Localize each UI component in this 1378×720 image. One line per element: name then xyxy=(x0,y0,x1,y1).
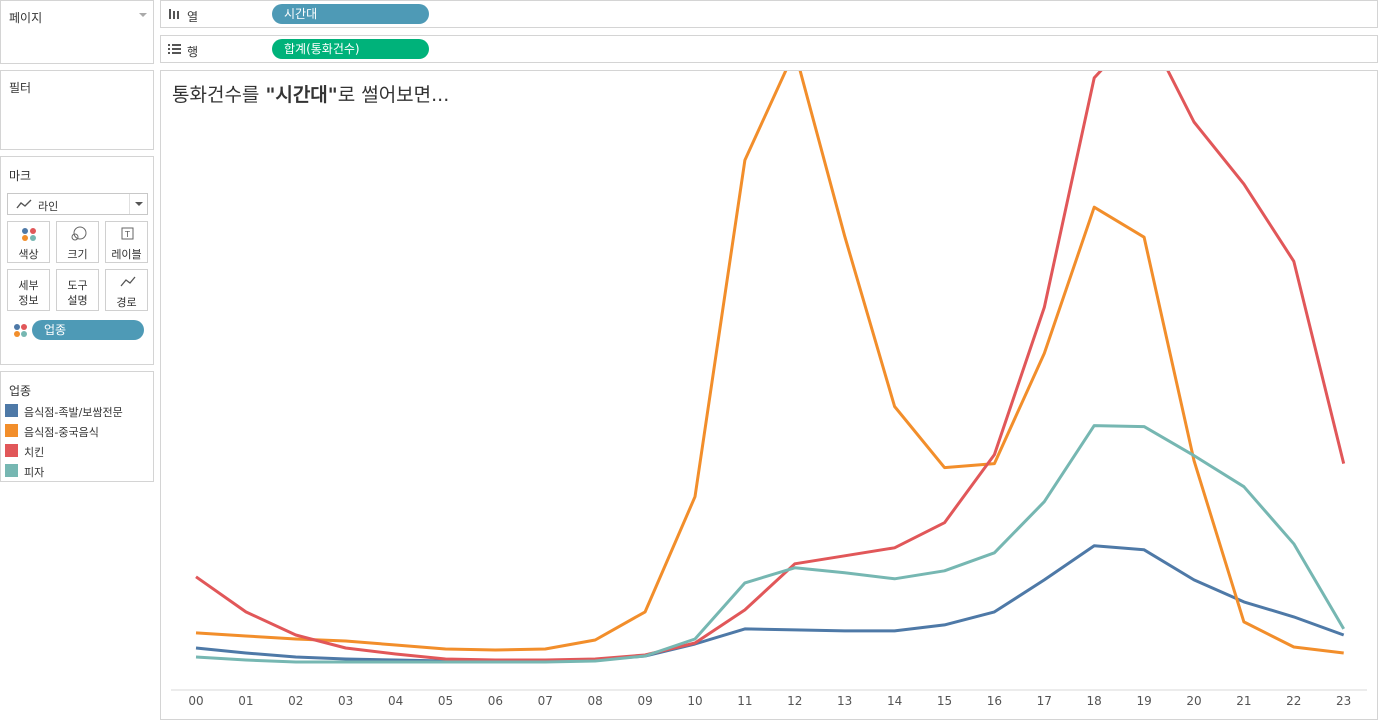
x-tick-label: 02 xyxy=(288,694,303,708)
legend-swatch xyxy=(5,404,18,417)
rows-shelf-label: 행 xyxy=(187,45,199,59)
text-label-icon: T xyxy=(121,227,134,240)
legend-label: 치킨 xyxy=(24,446,45,459)
columns-shelf-label: 열 xyxy=(187,10,199,24)
pages-card[interactable]: 페이지 xyxy=(0,0,154,64)
label-button-label: 레이블 xyxy=(111,248,142,261)
view-title-bold: "시간대" xyxy=(265,84,338,106)
x-tick-label: 22 xyxy=(1286,694,1301,708)
x-tick-label: 03 xyxy=(338,694,353,708)
view-title-prefix: 통화건수를 xyxy=(172,84,266,106)
x-tick-label: 09 xyxy=(637,694,652,708)
detail-button-label: 세부 정보 xyxy=(8,278,49,308)
size-button-label: 크기 xyxy=(67,248,88,261)
x-tick-label: 19 xyxy=(1136,694,1151,708)
columns-shelf[interactable]: 열 시간대 xyxy=(160,0,1378,28)
tooltip-label-line2: 설명 xyxy=(67,294,88,307)
pages-title: 페이지 xyxy=(9,11,43,25)
color-button-label: 색상 xyxy=(18,248,39,261)
viz-view: 통화건수를 "시간대"로 썰어보면... 00 01 02 03 04 05 06 07 08 0… xyxy=(160,70,1378,720)
filters-card[interactable]: 필터 xyxy=(0,70,154,150)
marks-card: 마크 라인 색상 크기 T 레이블 세부 정보 xyxy=(0,156,154,365)
columns-pill[interactable]: 시간대 xyxy=(272,4,429,24)
filters-title: 필터 xyxy=(9,81,32,95)
x-tick-label: 16 xyxy=(987,694,1002,708)
detail-button[interactable]: 세부 정보 xyxy=(7,269,50,311)
columns-icon xyxy=(169,9,179,19)
detail-label-line2: 정보 xyxy=(18,294,39,307)
legend-label: 음식점-족발/보쌈전문 xyxy=(24,406,123,419)
detail-label-line1: 세부 xyxy=(18,279,39,292)
legend-title: 업종 xyxy=(9,384,32,398)
path-button[interactable]: 경로 xyxy=(105,269,148,311)
series-line[interactable] xyxy=(195,71,1346,662)
line-chart[interactable]: 00 01 02 03 04 05 06 07 08 09 10 11 12 13 14 15 16 17 18 19… xyxy=(161,71,1377,719)
rows-pill[interactable]: 합계(통화건수) xyxy=(272,39,429,59)
view-title-suffix: 로 썰어보면... xyxy=(337,84,450,106)
x-tick-label: 06 xyxy=(488,694,503,708)
size-button[interactable]: 크기 xyxy=(56,221,99,263)
x-tick-label: 05 xyxy=(438,694,453,708)
line-mark-icon xyxy=(16,199,32,209)
legend-swatch xyxy=(5,464,18,477)
color-button[interactable]: 색상 xyxy=(7,221,50,263)
svg-text:T: T xyxy=(124,230,130,239)
legend-swatch xyxy=(5,424,18,437)
x-tick-label: 07 xyxy=(538,694,553,708)
legend-swatch xyxy=(5,444,18,457)
color-dots-icon xyxy=(22,228,36,241)
x-tick-label: 12 xyxy=(787,694,802,708)
series-line[interactable] xyxy=(195,71,1344,655)
rows-shelf[interactable]: 행 합계(통화건수) xyxy=(160,35,1378,63)
mark-type-dropdown[interactable]: 라인 xyxy=(7,193,148,215)
x-tick-label: 13 xyxy=(837,694,852,708)
x-tick-label: 10 xyxy=(687,694,702,708)
x-tick-label: 20 xyxy=(1186,694,1201,708)
tooltip-button[interactable]: 도구 설명 xyxy=(56,269,99,311)
x-tick-label: 15 xyxy=(937,694,952,708)
legend-label: 음식점-중국음식 xyxy=(24,426,99,439)
x-tick-label: 04 xyxy=(388,694,403,708)
color-field-icon xyxy=(14,324,27,337)
tooltip-label-line1: 도구 xyxy=(67,279,88,292)
series-line[interactable] xyxy=(195,424,1345,664)
x-tick-label: 01 xyxy=(238,694,253,708)
color-legend: 업종 음식점-족발/보쌈전문 음식점-중국음식 치킨 피자 xyxy=(0,371,154,482)
x-tick-label: 14 xyxy=(887,694,902,708)
marks-title: 마크 xyxy=(9,169,32,183)
x-tick-label: 11 xyxy=(737,694,752,708)
series-line[interactable] xyxy=(195,544,1345,663)
tooltip-button-label: 도구 설명 xyxy=(57,278,98,308)
label-button[interactable]: T 레이블 xyxy=(105,221,148,263)
path-button-label: 경로 xyxy=(116,296,137,309)
x-tick-label: 18 xyxy=(1087,694,1102,708)
path-line-icon xyxy=(120,276,136,287)
pages-dropdown-icon[interactable] xyxy=(139,13,147,17)
x-tick-label: 23 xyxy=(1336,694,1351,708)
x-tick-label: 08 xyxy=(588,694,603,708)
legend-label: 피자 xyxy=(24,466,45,479)
mark-type-label: 라인 xyxy=(38,200,59,213)
rows-icon xyxy=(168,44,181,54)
chevron-down-icon[interactable] xyxy=(129,194,147,214)
x-tick-label: 21 xyxy=(1236,694,1251,708)
x-tick-label: 00 xyxy=(188,694,203,708)
size-circles-icon xyxy=(71,226,87,241)
view-title: 통화건수를 "시간대"로 썰어보면... xyxy=(172,80,449,107)
color-field-pill[interactable]: 업종 xyxy=(32,320,144,340)
x-tick-label: 17 xyxy=(1037,694,1052,708)
